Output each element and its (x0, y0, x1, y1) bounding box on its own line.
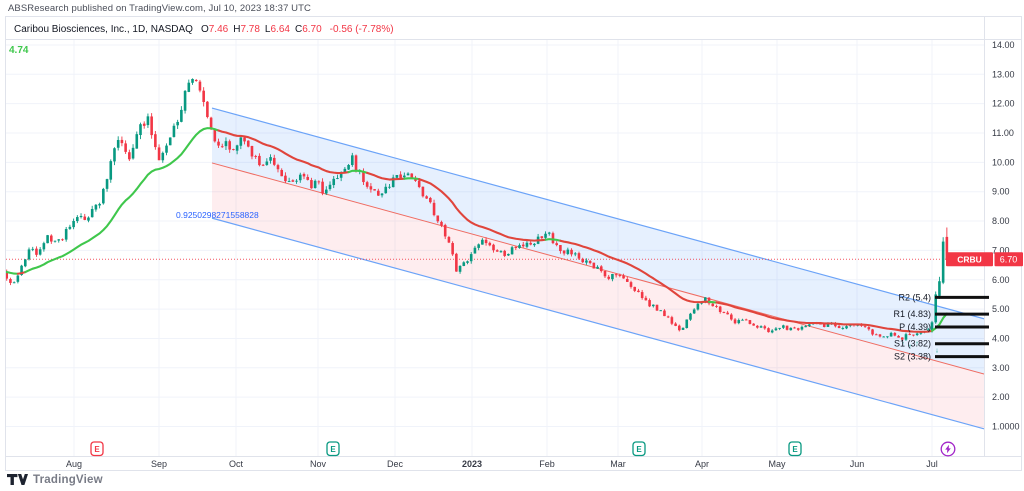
svg-text:Dec: Dec (387, 459, 404, 469)
svg-text:E: E (94, 445, 100, 454)
publish-line: ABSResearch published on TradingView.com… (8, 3, 312, 14)
svg-text:E: E (330, 445, 336, 454)
svg-text:1.0000: 1.0000 (992, 422, 1020, 432)
moving-average-line (6, 127, 948, 333)
svg-text:CRBU: CRBU (957, 254, 982, 264)
svg-text:Feb: Feb (539, 459, 555, 469)
svg-text:5.00: 5.00 (992, 304, 1010, 314)
earnings-icon-3[interactable]: E (632, 441, 646, 457)
ohlc-low: L6.64 (264, 24, 290, 35)
svg-text:↑: ↑ (901, 341, 905, 348)
svg-text:Mar: Mar (610, 459, 626, 469)
svg-text:E: E (636, 445, 642, 454)
svg-text:Jul: Jul (926, 459, 938, 469)
svg-text:4.00: 4.00 (992, 333, 1010, 343)
symbol-legend: Caribou Biosciences, Inc., 1D, NASDAQ O7.… (14, 24, 394, 35)
symbol-tag (946, 252, 993, 267)
earnings-icon-4[interactable]: E (788, 441, 802, 457)
pivot-label-s2: S2 (3.38) (894, 352, 931, 362)
svg-text:Oct: Oct (229, 459, 244, 469)
flash-icon[interactable] (940, 441, 956, 457)
last-price-tag: CRBU 6.70 (946, 252, 1023, 267)
price-axis[interactable]: 14.00 13.00 12.00 11.00 10.00 9.00 8.00 7.00 6.0… (992, 40, 1020, 432)
tradingview-logo[interactable]: TradingView (7, 474, 103, 486)
study-value: 4.74 (9, 45, 29, 56)
svg-text:↑: ↑ (915, 340, 919, 347)
svg-text:10.00: 10.00 (992, 157, 1015, 167)
tradingview-mark-icon (7, 474, 28, 485)
pivot-levels[interactable]: R2 (5.4) R1 (4.83) P (4.39) S1 (3.82) S2 (3.… (893, 292, 989, 362)
svg-text:12.00: 12.00 (992, 99, 1015, 109)
earnings-icon-2[interactable]: E (326, 441, 340, 457)
svg-text:May: May (768, 459, 786, 469)
earnings-icon-1[interactable]: E (90, 441, 104, 457)
svg-text:Aug: Aug (66, 459, 82, 469)
ohlc-close: C6.70 (294, 24, 322, 35)
frame-borders (5, 16, 1022, 471)
svg-text:3.00: 3.00 (992, 363, 1010, 373)
grid-lines (6, 40, 984, 456)
pivot-label-p: P (4.39) (899, 322, 931, 332)
svg-text:13.00: 13.00 (992, 69, 1015, 79)
price-tag (994, 252, 1023, 267)
svg-text:Jun: Jun (850, 459, 865, 469)
svg-text:7.00: 7.00 (992, 245, 1010, 255)
signal-markers: ↑ ↑ ↑↓ (901, 340, 939, 354)
svg-text:2.00: 2.00 (992, 392, 1010, 402)
regression-channel[interactable]: 0.9250298271558828 (176, 107, 984, 430)
svg-text:9.00: 9.00 (992, 187, 1010, 197)
pivot-label-s1: S1 (3.82) (894, 339, 931, 349)
svg-text:11.00: 11.00 (992, 128, 1014, 138)
svg-text:Nov: Nov (310, 459, 327, 469)
ohlc-high: H7.78 (233, 24, 260, 35)
svg-text:Apr: Apr (695, 459, 709, 469)
tradingview-brand-text: TradingView (33, 474, 103, 486)
pivot-label-r2: R2 (5.4) (898, 292, 931, 302)
svg-text:6.70: 6.70 (1000, 254, 1018, 264)
svg-text:2023: 2023 (462, 459, 482, 469)
pearson-label: 0.9250298271558828 (176, 210, 259, 220)
svg-text:6.00: 6.00 (992, 275, 1010, 285)
svg-text:14.00: 14.00 (992, 40, 1015, 50)
svg-text:Sep: Sep (151, 459, 167, 469)
svg-text:E: E (792, 445, 798, 454)
change-value: -0.56 (-7.78%) (329, 24, 394, 35)
ohlc-open: O7.46 (200, 24, 229, 35)
svg-text:8.00: 8.00 (992, 216, 1010, 226)
time-axis[interactable]: Aug Sep Oct Nov Dec 2023 Feb Mar Apr May Jun Jul (66, 459, 938, 469)
svg-text:↓: ↓ (935, 348, 939, 355)
pivot-label-r1: R1 (4.83) (893, 309, 931, 319)
symbol-title: Caribou Biosciences, Inc., 1D, NASDAQ (14, 24, 193, 35)
svg-text:↑: ↑ (908, 343, 912, 350)
